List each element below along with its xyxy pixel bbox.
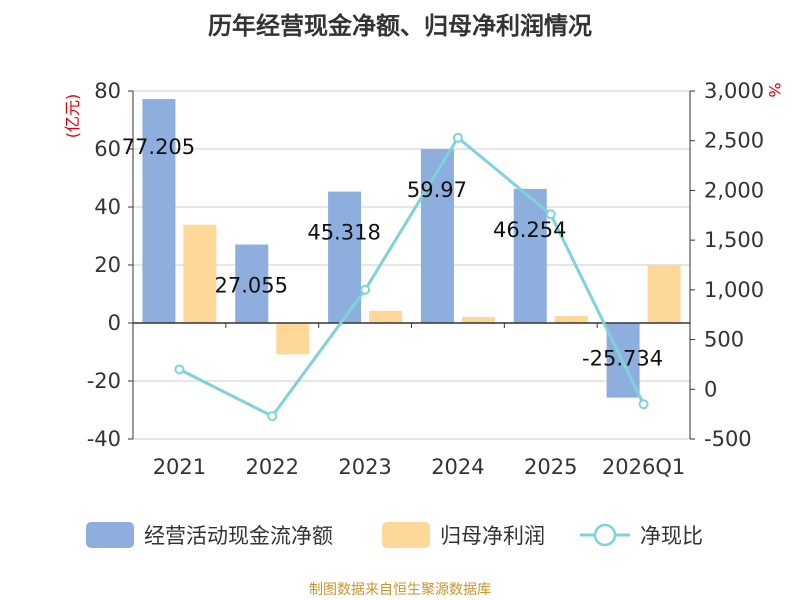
- legend-swatch-net-profit: [382, 522, 430, 548]
- ratio-point: [174, 364, 185, 375]
- right-axis-tick-label: 3,000: [704, 79, 764, 103]
- bar-net-profit: [647, 265, 681, 323]
- x-axis-tick-label: 2022: [246, 455, 299, 479]
- ratio-point: [638, 399, 649, 410]
- ratio-point: [452, 132, 463, 143]
- left-axis-tick-label: -20: [87, 369, 121, 393]
- right-axis-tick-label: -500: [704, 427, 752, 451]
- data-label-cash-flow: 45.318: [307, 221, 380, 245]
- bar-cash-flow: [513, 188, 547, 323]
- data-label-cash-flow: -25.734: [582, 347, 663, 371]
- ratio-point: [267, 411, 278, 422]
- legend-swatch-cash-flow: [86, 522, 134, 548]
- bar-net-profit: [183, 224, 217, 323]
- left-axis-tick-label: -40: [87, 427, 121, 451]
- bar-net-profit: [554, 316, 588, 323]
- bar-net-profit: [369, 310, 403, 323]
- right-axis-tick-label: 2,500: [704, 129, 764, 153]
- left-axis-unit: (亿元): [63, 94, 82, 139]
- legend: 经营活动现金流净额 归母净利润 净现比: [86, 522, 703, 548]
- right-axis-tick-label: 500: [704, 328, 744, 352]
- x-axis-tick-label: 2025: [524, 455, 577, 479]
- bar-cash-flow: [235, 244, 269, 323]
- source-note: 制图数据来自恒生聚源数据库: [309, 582, 491, 598]
- bar-cash-flow: [142, 99, 176, 323]
- right-axis-unit: %: [765, 82, 784, 97]
- x-axis-tick-label: 2023: [338, 455, 391, 479]
- legend-label-cash-flow: 经营活动现金流净额: [144, 524, 333, 548]
- right-axis-tick-label: 1,000: [704, 278, 764, 302]
- x-axis-tick-label: 2026Q1: [602, 455, 685, 479]
- chart-title: 历年经营现金净额、归母净利润情况: [208, 12, 592, 40]
- data-label-cash-flow: 46.254: [493, 218, 566, 242]
- x-axis-tick-label: 2024: [431, 455, 484, 479]
- left-axis-tick-label: 60: [94, 137, 121, 161]
- bar-net-profit: [276, 323, 310, 355]
- data-label-cash-flow: 27.055: [215, 274, 288, 298]
- ratio-point: [545, 209, 556, 220]
- ratio-point: [360, 284, 371, 295]
- left-axis-tick-label: 40: [94, 195, 121, 219]
- x-axis-tick-label: 2021: [153, 455, 206, 479]
- data-label-cash-flow: 59.97: [407, 178, 467, 202]
- right-axis-tick-label: 2,000: [704, 178, 764, 202]
- data-labels: 77.205 27.055 45.318 59.97 46.254 -25.734: [122, 135, 663, 370]
- legend-label-net-profit: 归母净利润: [440, 524, 545, 548]
- bar-cash-flow: [420, 149, 454, 323]
- ratio-line: [178, 135, 645, 419]
- bar-net-profit: [461, 316, 495, 323]
- axes: 80 60 40 20 0 -20 -40 3,000 2,500 2,000 1,500 1,000…: [87, 79, 764, 479]
- left-axis-tick-label: 80: [94, 79, 121, 103]
- data-label-cash-flow: 77.205: [122, 135, 195, 159]
- right-axis-tick-label: 1,500: [704, 228, 764, 252]
- left-axis-tick-label: 20: [94, 253, 121, 277]
- legend-marker-ratio: [593, 523, 617, 547]
- legend-label-ratio: 净现比: [640, 524, 703, 548]
- left-axis-tick-label: 0: [108, 311, 121, 335]
- ratio-line-series: [174, 132, 649, 422]
- right-axis-tick-label: 0: [704, 377, 717, 401]
